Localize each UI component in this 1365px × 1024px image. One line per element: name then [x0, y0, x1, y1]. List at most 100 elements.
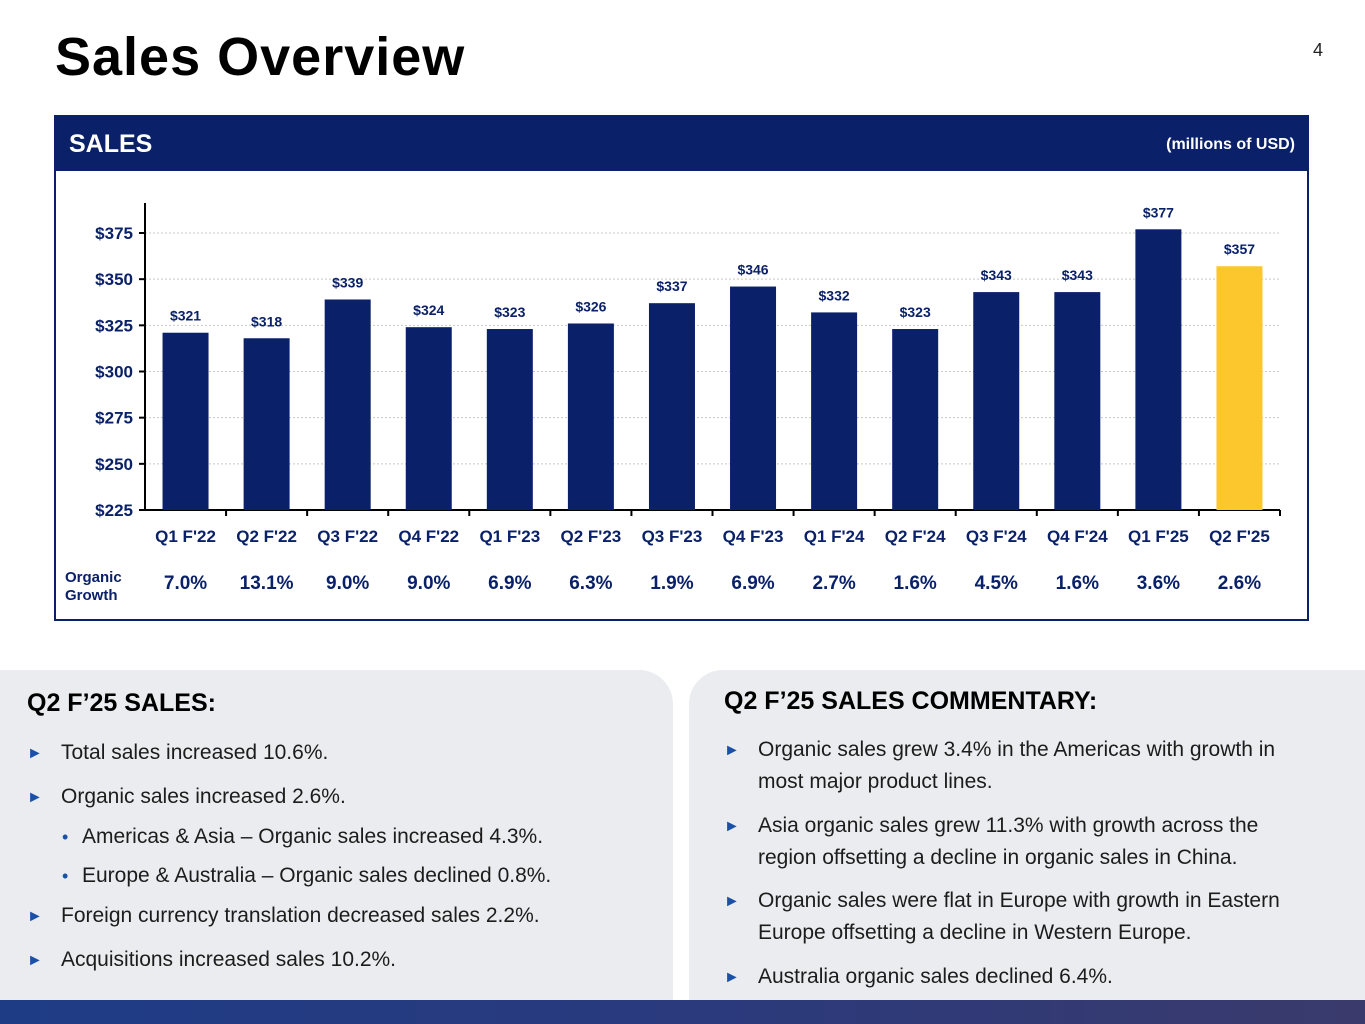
commentary-line: Organic sales were flat in Europe with g…: [758, 889, 1280, 912]
commentary-bullet: Asia organic sales grew 11.3% with growt…: [758, 810, 1258, 874]
sales-sub-bullet: Europe & Australia – Organic sales decli…: [82, 864, 552, 887]
x-tick-label: Q1 F'22: [155, 527, 216, 546]
bar: [1135, 229, 1182, 510]
bullet-arrow-icon: ►: [724, 969, 740, 986]
organic-growth-value: 6.9%: [488, 573, 532, 594]
commentary-line: Asia organic sales grew 11.3% with growt…: [758, 814, 1259, 837]
commentary-line: Organic sales grew 3.4% in the Americas …: [758, 738, 1276, 761]
bar: [162, 332, 209, 510]
y-tick-label: $300: [95, 363, 133, 382]
bar-value-label: $346: [737, 262, 768, 278]
bar-value-label: $324: [413, 302, 444, 318]
organic-growth-value: 13.1%: [239, 573, 294, 594]
sales-bullet: Organic sales increased 2.6%.: [61, 785, 346, 808]
x-tick-label: Q1 F'24: [804, 527, 865, 546]
y-tick-label: $250: [95, 455, 133, 474]
bar-value-label: $318: [251, 313, 282, 329]
bar-value-label: $321: [170, 308, 201, 324]
panel-header: SALES (millions of USD): [56, 117, 1307, 171]
commentary-line: Australia organic sales declined 6.4%.: [758, 965, 1113, 988]
bar-value-label: $323: [494, 304, 525, 320]
x-tick-label: Q3 F'22: [317, 527, 378, 546]
q2-sales-card: Q2 F’25 SALES: ► Total sales increased 1…: [0, 670, 673, 1010]
organic-growth-label-line2: Growth: [65, 587, 118, 604]
bar: [1216, 266, 1263, 510]
bar-value-label: $337: [656, 278, 687, 294]
bullet-arrow-icon: ►: [724, 893, 740, 910]
bar: [1054, 292, 1101, 510]
y-tick-label: $225: [95, 501, 133, 520]
commentary-bullet: Organic sales were flat in Europe with g…: [758, 885, 1280, 949]
bar: [243, 338, 290, 510]
organic-growth-value: 6.3%: [569, 573, 613, 594]
page-number: 4: [1312, 40, 1323, 60]
bullet-arrow-icon: ►: [27, 952, 43, 969]
y-tick-label: $350: [95, 270, 133, 289]
x-tick-label: Q1 F'23: [479, 527, 540, 546]
bullet-arrow-icon: ►: [27, 908, 43, 925]
y-tick-label: $325: [95, 316, 133, 335]
organic-growth-value: 1.9%: [650, 573, 694, 594]
y-tick-label: $375: [95, 224, 133, 243]
commentary-bullet: Organic sales grew 3.4% in the Americas …: [758, 734, 1275, 798]
bar: [730, 286, 777, 510]
organic-growth-value: 3.6%: [1136, 573, 1181, 594]
x-tick-label: Q3 F'23: [642, 527, 703, 546]
sales-commentary-card: Q2 F’25 SALES COMMENTARY: ► Organic sale…: [689, 670, 1365, 1010]
bar: [892, 329, 939, 510]
y-tick-label: $275: [95, 409, 133, 428]
bar-value-label: $323: [900, 304, 931, 320]
commentary-line: most major product lines.: [758, 770, 993, 793]
page-title: Sales Overview: [55, 27, 466, 87]
bar: [405, 327, 452, 510]
organic-growth-label-line1: Organic: [65, 569, 122, 586]
organic-growth-value: 9.0%: [407, 573, 451, 594]
x-tick-label: Q2 F'23: [561, 527, 622, 546]
x-tick-label: Q2 F'25: [1209, 527, 1270, 546]
sales-bullet: Total sales increased 10.6%.: [61, 741, 329, 764]
organic-growth-value: 1.6%: [1055, 573, 1099, 594]
sales-chart-panel: SALES (millions of USD) $225 $250 $275 $300…: [54, 115, 1309, 621]
bullet-arrow-icon: ►: [724, 742, 740, 759]
bar: [811, 312, 858, 510]
bar-value-label: $357: [1224, 241, 1255, 257]
panel-unit-label: (millions of USD): [1166, 136, 1295, 153]
bullet-arrow-icon: ►: [724, 818, 740, 835]
q2-sales-heading: Q2 F’25 SALES:: [27, 689, 216, 717]
organic-growth-value: 2.7%: [812, 573, 856, 594]
organic-growth-label: Organic Growth: [65, 569, 122, 605]
footer-bar: [0, 1000, 1365, 1024]
x-tick-label: Q1 F'25: [1128, 527, 1189, 546]
sales-bullet: Foreign currency translation decreased s…: [61, 904, 540, 927]
bar-value-label: $332: [819, 287, 850, 303]
commentary-bullet: Australia organic sales declined 6.4%.: [758, 961, 1113, 993]
x-tick-label: Q4 F'23: [723, 527, 784, 546]
x-tick-label: Q4 F'22: [398, 527, 459, 546]
bullet-arrow-icon: ►: [27, 745, 43, 762]
sub-bullet-dot-icon: •: [62, 866, 69, 886]
organic-growth-value: 2.6%: [1217, 573, 1262, 594]
bar-value-label: $377: [1143, 204, 1174, 220]
panel-title: SALES: [69, 130, 153, 158]
bar: [486, 329, 533, 510]
organic-growth-value: 7.0%: [163, 573, 208, 594]
x-tick-label: Q2 F'24: [885, 527, 946, 546]
organic-growth-value: 9.0%: [326, 573, 370, 594]
bar: [324, 299, 371, 510]
bar: [973, 292, 1020, 510]
bar: [648, 303, 695, 510]
sales-bar-chart: $225 $250 $275 $300 $325 $350 $375 $321 Q1 F'22 $…: [95, 203, 1281, 546]
organic-growth-value: 1.6%: [893, 573, 937, 594]
x-tick-label: Q3 F'24: [966, 527, 1027, 546]
bar: [567, 323, 614, 510]
x-tick-label: Q4 F'24: [1047, 527, 1108, 546]
bar-value-label: $326: [575, 298, 606, 314]
commentary-line: Europe offsetting a decline in Western E…: [758, 921, 1192, 944]
bar-value-label: $343: [981, 267, 1012, 283]
x-tick-label: Q2 F'22: [236, 527, 297, 546]
sub-bullet-dot-icon: •: [62, 827, 69, 847]
bullet-arrow-icon: ►: [27, 789, 43, 806]
organic-growth-value: 6.9%: [731, 573, 775, 594]
sales-sub-bullet: Americas & Asia – Organic sales increase…: [82, 825, 544, 848]
organic-growth-value: 4.5%: [974, 573, 1018, 594]
